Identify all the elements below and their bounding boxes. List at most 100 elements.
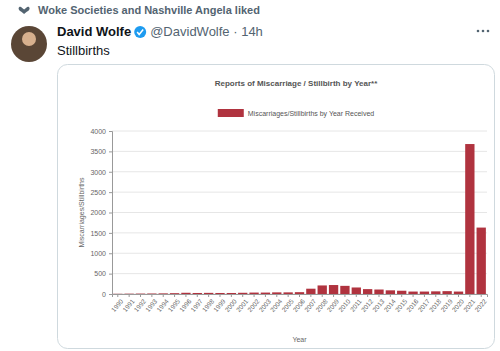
more-dot[interactable] <box>477 30 480 33</box>
bar[interactable] <box>272 292 281 294</box>
grid-line <box>112 253 487 254</box>
bar[interactable] <box>193 293 202 294</box>
bar[interactable] <box>204 293 213 294</box>
x-tick-mark <box>288 294 289 297</box>
bar[interactable] <box>340 286 349 294</box>
x-tick-mark <box>208 294 209 297</box>
x-tick-mark <box>344 294 345 297</box>
y-tick-label: 4000 <box>90 128 106 135</box>
x-tick-mark <box>231 294 232 297</box>
author-handle[interactable]: @DavidWolfe · 14h <box>150 24 263 39</box>
y-tick-mark <box>109 233 112 234</box>
more-dot[interactable] <box>482 30 485 33</box>
bar[interactable] <box>363 289 372 294</box>
x-tick-mark <box>424 294 425 297</box>
x-tick-mark <box>481 294 482 297</box>
bar[interactable] <box>352 287 361 294</box>
x-tick-mark <box>310 294 311 297</box>
legend: Miscarriages/Stillbirths by Year Receive… <box>218 109 375 118</box>
more-dot[interactable] <box>487 30 490 33</box>
x-tick-mark <box>174 294 175 297</box>
bar[interactable] <box>124 293 133 294</box>
x-axis-line <box>113 295 488 298</box>
x-tick-mark <box>401 294 402 297</box>
author-name[interactable]: David Wolfe <box>57 24 131 39</box>
bar[interactable] <box>227 293 236 294</box>
x-tick-label: 2010 <box>337 297 352 313</box>
grid-line <box>112 192 487 193</box>
y-tick-mark <box>109 151 112 152</box>
x-tick-label: 2022 <box>473 297 488 313</box>
y-tick-label: 0 <box>102 291 106 298</box>
bar[interactable] <box>295 292 304 294</box>
bar[interactable] <box>170 293 179 294</box>
bar[interactable] <box>329 285 338 294</box>
tweet-text: Stillbirths <box>57 43 110 58</box>
y-axis-line <box>109 132 113 295</box>
bar[interactable] <box>136 293 145 294</box>
grid-line <box>112 131 487 132</box>
y-tick: 1500 <box>90 230 112 237</box>
bar[interactable] <box>397 291 406 294</box>
y-tick: 3000 <box>90 168 112 175</box>
x-tick-mark <box>265 294 266 297</box>
y-tick-label: 3000 <box>90 168 106 175</box>
x-tick-mark <box>129 294 130 297</box>
page: Woke Societies and Nashville Angela like… <box>0 0 500 351</box>
x-tick-mark <box>220 294 221 297</box>
y-tick-mark <box>109 172 112 173</box>
x-tick-mark <box>185 294 186 297</box>
legend-label: Miscarriages/Stillbirths by Year Receive… <box>248 110 375 118</box>
y-tick-mark <box>109 213 112 214</box>
bar[interactable] <box>386 290 395 294</box>
x-tick-mark <box>458 294 459 297</box>
y-tick: 3500 <box>90 148 112 155</box>
grid-line <box>112 273 487 274</box>
x-tick-mark <box>435 294 436 297</box>
bar[interactable] <box>238 293 247 294</box>
y-tick-mark <box>109 192 112 193</box>
bar[interactable] <box>454 292 463 294</box>
chart-title: Reports of Miscarriage / Stillbirth by Y… <box>215 79 378 88</box>
y-tick-label: 1500 <box>90 230 106 237</box>
x-tick-mark <box>322 294 323 297</box>
avatar-face <box>22 32 36 46</box>
bar[interactable] <box>283 292 292 294</box>
bar[interactable] <box>306 289 315 294</box>
bar[interactable] <box>408 292 417 294</box>
bar[interactable] <box>181 293 190 294</box>
bar[interactable] <box>159 293 168 294</box>
x-tick-mark <box>163 294 164 297</box>
grid <box>112 131 487 294</box>
y-tick-mark <box>109 274 112 275</box>
media-card[interactable] <box>58 65 495 349</box>
liked-by[interactable]: Woke Societies and Nashville Angela like… <box>38 4 260 16</box>
bar[interactable] <box>249 293 258 294</box>
x-tick-mark <box>276 294 277 297</box>
y-tick-label: 500 <box>94 270 106 277</box>
y-tick-label: 2500 <box>90 189 106 196</box>
avatar[interactable] <box>11 26 47 62</box>
y-tick-mark <box>109 131 112 132</box>
bar[interactable] <box>477 228 486 294</box>
legend-swatch <box>218 109 244 117</box>
bar[interactable] <box>442 291 451 294</box>
y-axis-title: Miscarriages/Stillbirths <box>78 177 86 248</box>
x-tick-mark <box>197 294 198 297</box>
bar[interactable] <box>318 285 327 294</box>
x-tick-mark <box>333 294 334 297</box>
bar[interactable] <box>420 292 429 294</box>
bar[interactable] <box>431 291 440 294</box>
x-tick-mark <box>151 294 152 297</box>
bars <box>113 144 486 294</box>
x-tick-mark <box>447 294 448 297</box>
bar[interactable] <box>374 290 383 294</box>
bar[interactable] <box>147 293 156 294</box>
bar[interactable] <box>465 144 474 294</box>
bar[interactable] <box>261 293 270 294</box>
x-axis-title: Year <box>292 336 307 343</box>
bar[interactable] <box>113 293 122 294</box>
y-tick-mark <box>109 253 112 254</box>
bar[interactable] <box>215 293 224 294</box>
y-tick: 4000 <box>90 128 112 135</box>
